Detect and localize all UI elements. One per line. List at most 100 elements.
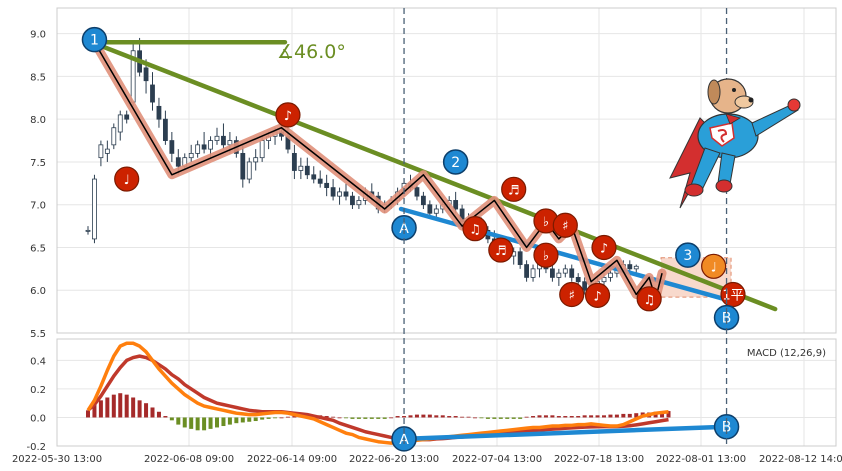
candle — [195, 140, 201, 158]
x-tick-label: 2022-08-12 14:00 — [759, 454, 842, 465]
macd-histogram-bar — [273, 417, 278, 419]
macd-marker-label: B — [722, 420, 732, 436]
candle — [350, 191, 355, 209]
candle-body — [601, 277, 607, 283]
macd-histogram-bar — [608, 414, 613, 418]
candle — [124, 110, 130, 124]
macd-histogram-bar — [234, 417, 239, 424]
macd-histogram-bar — [421, 414, 426, 418]
candle-body — [337, 191, 342, 197]
candle-body — [562, 268, 568, 274]
note-circle — [552, 212, 578, 238]
candle — [188, 144, 194, 162]
macd-histogram-bar — [395, 416, 400, 418]
macd-histogram-bar — [634, 413, 639, 418]
candle — [162, 110, 168, 145]
macd-histogram-bar — [569, 416, 574, 418]
candle-body — [427, 204, 433, 214]
macd-histogram-bar — [356, 417, 361, 419]
candle-body — [530, 268, 536, 278]
candle — [633, 264, 639, 274]
price-y-tick-label: 5.5 — [30, 329, 46, 340]
candle — [92, 174, 97, 244]
hero-boot — [684, 183, 704, 197]
candle-body — [124, 114, 130, 120]
candle-body — [291, 152, 297, 171]
candle-body — [524, 264, 529, 278]
candle-body — [104, 148, 110, 154]
macd-histogram-bar — [144, 403, 149, 418]
candle — [550, 264, 555, 282]
candle-body — [143, 67, 149, 82]
hero-emblem — [709, 122, 735, 147]
wave-marker: 1 — [81, 26, 108, 53]
x-tick-label: 2022-07-04 13:00 — [452, 454, 542, 465]
hero-snout — [734, 95, 754, 109]
wave-marker-label: 3 — [683, 248, 692, 264]
macd-histogram-bar — [576, 416, 581, 418]
candle — [569, 264, 575, 282]
macd-histogram-bar — [460, 416, 465, 418]
candle — [420, 191, 426, 209]
note-marker: ♪ — [591, 234, 617, 261]
wave-marker-label: 2 — [451, 155, 460, 171]
note-circle — [488, 237, 514, 263]
macd-histogram-bar — [253, 417, 258, 422]
macd-histogram-bar — [105, 397, 110, 418]
note-glyph: ♯ — [562, 219, 568, 234]
price-y-tick-label: 9.0 — [30, 30, 46, 41]
candle-body — [414, 187, 420, 197]
macd-histogram-bar — [447, 416, 452, 418]
macd-histogram-bar — [86, 410, 90, 418]
macd-histogram-bar — [563, 416, 568, 418]
note-marker: ♯ — [559, 281, 585, 308]
macd-y-tick-label: -0.2 — [26, 442, 46, 453]
wave-marker: 2 — [442, 149, 469, 175]
candle-body — [556, 272, 562, 278]
candle-body — [453, 200, 459, 210]
macd-histogram-bar — [427, 414, 432, 418]
macd-histogram-bar — [111, 394, 116, 418]
candle — [221, 123, 226, 150]
candle — [117, 110, 123, 141]
macd-histogram-bar — [331, 416, 336, 418]
price-y-tick-label: 7.0 — [30, 201, 46, 212]
macd-histogram-bar — [402, 416, 407, 418]
note-circle — [559, 281, 585, 308]
price-frame — [56, 7, 837, 334]
macd-histogram-bar — [227, 417, 232, 425]
candle — [85, 226, 91, 235]
note-circle — [636, 286, 662, 312]
macd-histogram-bar — [602, 415, 606, 418]
candle — [240, 144, 246, 188]
macd-histogram-bar — [414, 414, 419, 418]
note-circle — [584, 282, 611, 308]
macd-histogram-bar — [363, 417, 368, 419]
macd-histogram-bar — [550, 415, 555, 418]
macd-histogram-bar — [537, 415, 542, 418]
macd-histogram-bar — [660, 411, 665, 418]
x-tick-label: 2022-06-14 09:00 — [247, 454, 337, 465]
macd-histogram-bar — [485, 417, 490, 419]
note-marker: ♬ — [501, 176, 527, 202]
candle — [530, 264, 536, 282]
note-circle — [462, 216, 488, 242]
price-y-tick-label: 8.0 — [30, 115, 46, 126]
candle — [169, 132, 175, 162]
macd-histogram-bar — [169, 417, 174, 421]
trendline — [89, 39, 778, 312]
candle-body — [162, 118, 168, 141]
candle — [246, 157, 252, 184]
macd-histogram-bar — [292, 416, 297, 418]
note-circle — [533, 242, 559, 268]
macd-histogram-bar — [260, 417, 265, 420]
macd-histogram-bar — [215, 417, 219, 428]
macd-histogram-bar — [156, 411, 161, 418]
candle-body — [188, 152, 194, 159]
candle-body — [201, 144, 207, 150]
macd-histogram-bar — [556, 416, 561, 418]
macd-histogram-bar — [466, 416, 471, 418]
note-glyph: ♬ — [508, 183, 520, 198]
candle-body — [240, 152, 246, 180]
macd-histogram-bar — [524, 416, 529, 418]
